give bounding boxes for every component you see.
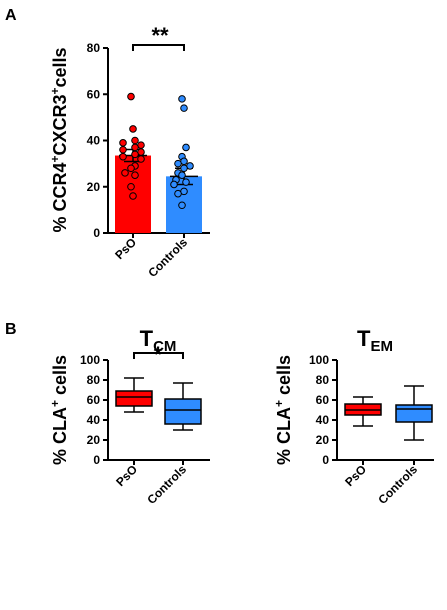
chart-a-data-point	[178, 171, 186, 179]
chart-b1-y-tick-label: 40	[87, 413, 101, 427]
chart-a-data-point	[137, 155, 145, 163]
chart-a-y-tick-label: 40	[87, 134, 101, 148]
chart-b2-ylabel-sup1: +	[272, 400, 286, 407]
chart-b1-title-sub: CM	[153, 338, 176, 355]
chart-b2-ylabel-part1: % CLA	[274, 407, 294, 465]
chart-a-data-point	[129, 125, 137, 133]
chart-a-data-point	[180, 104, 188, 112]
chart-b2-y-axis-label: % CLA+ cells	[272, 355, 294, 465]
chart-a-ylabel-sup1: +	[48, 156, 62, 163]
chart-b1-box	[164, 398, 202, 425]
chart-b2-title-sub: EM	[370, 338, 393, 355]
panel-letter-b: B	[5, 321, 17, 338]
chart-a-data-point	[127, 182, 135, 191]
chart-a-ylabel-part3: cells	[50, 47, 70, 87]
chart-b2-x-tick-label: PsO	[342, 462, 369, 489]
chart-b1-ylabel-part2: cells	[50, 355, 70, 400]
chart-a-ylabel-part1: % CCR4	[50, 163, 70, 233]
chart-a-data-point	[178, 201, 186, 210]
chart-b1-x-tick-label: Controls	[144, 462, 189, 507]
chart-b1-title: TCM	[140, 326, 177, 355]
chart-b1-title-main: T	[140, 326, 154, 351]
chart-b2-y-tick-label: 60	[316, 393, 330, 407]
chart-b2-title-main: T	[357, 326, 371, 351]
chart-a-y-tick-label: 20	[87, 180, 101, 194]
chart-b2-title: TEM	[357, 326, 393, 355]
chart-b1-y-tick-label: 0	[93, 453, 100, 467]
chart-a-data-point	[170, 180, 178, 189]
chart-b-tcm: TCM % CLA+ cells * 0 20 40 60 80 100 PsO Contro…	[48, 326, 210, 507]
chart-b1-x-tick-label: PsO	[113, 462, 140, 489]
chart-b2-y-tick-label: 0	[322, 453, 329, 467]
chart-b2-x-tick-label: Controls	[375, 462, 420, 507]
chart-a-data-point	[174, 189, 182, 198]
chart-a-data-point	[182, 178, 190, 186]
chart-b2-box	[395, 404, 433, 423]
chart-b2-y-tick-label: 100	[309, 353, 329, 367]
chart-a-data-point	[119, 139, 127, 147]
chart-a-y-tick-label: 80	[87, 41, 101, 55]
chart-a-significance: **	[151, 23, 169, 48]
chart-a-x-tick-label: PsO	[112, 235, 139, 262]
chart-a-data-point	[129, 192, 137, 200]
chart-a-y-axis-label: % CCR4+CXCR3+cells	[48, 47, 70, 232]
chart-a-data-point	[131, 171, 139, 179]
chart-b2-ylabel-part2: cells	[274, 355, 294, 400]
chart-b2-y-tick-label: 40	[316, 413, 330, 427]
chart-b1-significance-bracket	[133, 352, 184, 359]
chart-b1-y-tick-label: 80	[87, 373, 101, 387]
chart-a-x-tick-label: Controls	[145, 235, 190, 280]
chart-a-data-point	[127, 164, 135, 173]
chart-a-ylabel-part2: CXCR3	[50, 95, 70, 156]
chart-b1-y-tick-label: 60	[87, 393, 101, 407]
chart-b1-y-axis-label: % CLA+ cells	[48, 355, 70, 465]
chart-b1-y-tick-label: 20	[87, 433, 101, 447]
chart-a-ylabel-sup2: +	[48, 87, 62, 94]
chart-a-data-point	[182, 143, 190, 152]
chart-b1-ylabel-part1: % CLA	[50, 407, 70, 465]
chart-b1-ylabel-sup1: +	[48, 400, 62, 407]
chart-b1-box	[115, 390, 153, 407]
chart-b2-y-tick-label: 80	[316, 373, 330, 387]
chart-a-y-tick-label: 60	[87, 87, 101, 101]
chart-a-data-point	[174, 159, 182, 168]
chart-b2-y-tick-label: 20	[316, 433, 330, 447]
chart-b-tem: TEM % CLA+ cells 0 20 40 60 80 100 PsO Controls	[272, 326, 434, 507]
chart-a-data-point	[180, 164, 188, 173]
chart-a-data-point	[131, 143, 139, 152]
chart-b1-significance: *	[154, 342, 163, 367]
panel-letter-a: A	[5, 7, 17, 24]
chart-a-data-point	[131, 150, 139, 159]
chart-a-data-point	[119, 145, 127, 154]
chart-a-data-point	[127, 92, 135, 101]
chart-a-data-point	[119, 152, 127, 161]
chart-a-data-point	[178, 95, 186, 103]
chart-b1-y-tick-label: 100	[80, 353, 100, 367]
chart-a-data-point	[121, 169, 129, 177]
chart-a-data-point	[131, 136, 139, 145]
chart-a-significance-bracket	[132, 44, 185, 51]
chart-a-y-tick-label: 0	[93, 226, 100, 240]
